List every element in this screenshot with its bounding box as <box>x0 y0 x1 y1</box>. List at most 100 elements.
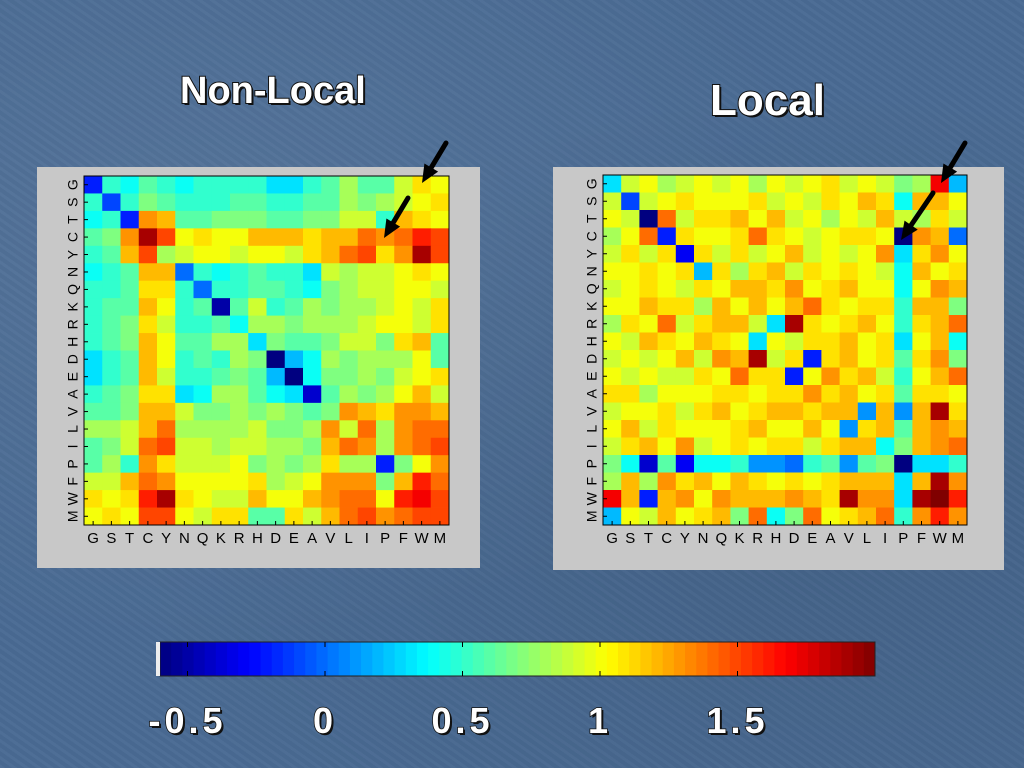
heatmap-cell <box>821 315 840 333</box>
colorbar-segment <box>450 642 463 676</box>
heatmap-cell <box>430 315 450 334</box>
arrowhead-icon <box>384 218 401 238</box>
heatmap-cell <box>948 192 968 211</box>
heatmap-cell <box>138 507 158 526</box>
heatmap-cell <box>102 367 121 386</box>
heatmap-cell <box>766 210 786 228</box>
heatmap-cell <box>857 437 877 456</box>
x-tick-label: S <box>625 530 635 547</box>
heatmap-cell <box>603 315 622 333</box>
heatmap-cell <box>138 193 158 212</box>
heatmap-cell <box>912 437 931 456</box>
colorbar-segment <box>506 642 518 676</box>
heatmap-cell <box>284 385 304 404</box>
heatmap-cell <box>284 507 304 526</box>
heatmap-cell <box>321 490 340 508</box>
heatmap-cell <box>357 176 377 194</box>
heatmap-cell <box>675 367 695 386</box>
heatmap-cell <box>694 490 713 508</box>
heatmap-cell <box>357 420 377 439</box>
heatmap-cell <box>766 490 786 508</box>
colorbar-tick-label: -0.5 <box>148 699 227 742</box>
heatmap-cell <box>748 472 768 491</box>
heatmap-cell <box>230 472 249 491</box>
heatmap-cell <box>376 367 395 386</box>
heatmap-cell <box>876 402 895 421</box>
heatmap-cell <box>948 490 968 508</box>
heatmap-cell <box>694 297 713 316</box>
heatmap-cell <box>211 367 231 386</box>
heatmap-cell <box>248 507 267 526</box>
heatmap-cell <box>785 402 804 421</box>
heatmap-cell <box>412 210 432 229</box>
heatmap-cell <box>748 437 768 456</box>
heatmap-cell <box>266 245 286 264</box>
heatmap-cell <box>621 315 640 333</box>
heatmap-cell <box>303 490 322 508</box>
heatmap-cell <box>603 367 622 386</box>
heatmap-cell <box>230 315 249 334</box>
x-tick-label: D <box>789 530 800 547</box>
heatmap-cell <box>657 315 677 333</box>
x-tick-label: A <box>825 530 835 547</box>
heatmap-cell <box>303 455 322 474</box>
heatmap-cell <box>102 402 121 421</box>
heatmap-cell <box>730 385 749 403</box>
heatmap-cell <box>412 228 432 247</box>
heatmap-cell <box>839 175 859 193</box>
heatmap-cell <box>857 175 877 193</box>
colorbar-segment <box>483 642 496 676</box>
heatmap-cell <box>766 455 786 473</box>
heatmap-cell <box>785 332 804 351</box>
heatmap-cell <box>175 210 194 229</box>
heatmap-cell <box>876 245 895 263</box>
heatmap-cell <box>657 227 677 246</box>
colorbar-segment <box>238 642 250 676</box>
heatmap-cell <box>394 420 413 439</box>
heatmap-cell <box>948 472 968 491</box>
heatmap-cell <box>730 437 749 456</box>
heatmap-cell <box>394 245 413 264</box>
heatmap-cell <box>266 333 286 351</box>
heatmap-cell <box>248 333 267 351</box>
heatmap-cell <box>803 175 822 193</box>
heatmap-cell <box>603 175 622 193</box>
heatmap-cell <box>603 490 622 508</box>
heatmap-cell <box>303 507 322 526</box>
heatmap-cell <box>694 437 713 456</box>
heatmap-cell <box>748 227 768 246</box>
heatmap-cell <box>211 298 231 316</box>
heatmap-cell <box>84 455 103 474</box>
colorbar-segment <box>774 642 787 676</box>
heatmap-cell <box>120 472 140 491</box>
heatmap-cell <box>948 297 968 316</box>
heatmap-cell <box>639 192 658 211</box>
heatmap-cell <box>657 472 677 491</box>
heatmap-cell <box>785 420 804 438</box>
heatmap-cell <box>748 385 768 403</box>
y-tick-label: L <box>584 425 600 433</box>
heatmap-cell <box>430 437 450 456</box>
heatmap-cell <box>948 262 968 281</box>
heatmap-cell <box>857 350 877 368</box>
heatmap-cell <box>430 333 450 351</box>
colorbar-segment <box>729 642 742 676</box>
heatmap-cell <box>321 263 340 282</box>
x-tick-label: W <box>933 530 948 547</box>
heatmap-cell <box>266 210 286 229</box>
x-tick-label: R <box>752 530 763 547</box>
heatmap-cell <box>303 437 322 456</box>
heatmap-cell <box>603 332 622 351</box>
y-tick-label: M <box>65 510 81 522</box>
heatmap-cell <box>211 228 231 247</box>
heatmap-cell <box>621 402 640 421</box>
heatmap-cell <box>930 315 950 333</box>
heatmap-cell <box>430 402 450 421</box>
heatmap-cell <box>857 280 877 298</box>
heatmap-cell <box>930 297 950 316</box>
heatmap-cell <box>912 420 931 438</box>
heatmap-cell <box>102 455 121 474</box>
heatmap-cell <box>894 315 913 333</box>
heatmap-cell <box>138 263 158 282</box>
heatmap-cell <box>603 245 622 263</box>
